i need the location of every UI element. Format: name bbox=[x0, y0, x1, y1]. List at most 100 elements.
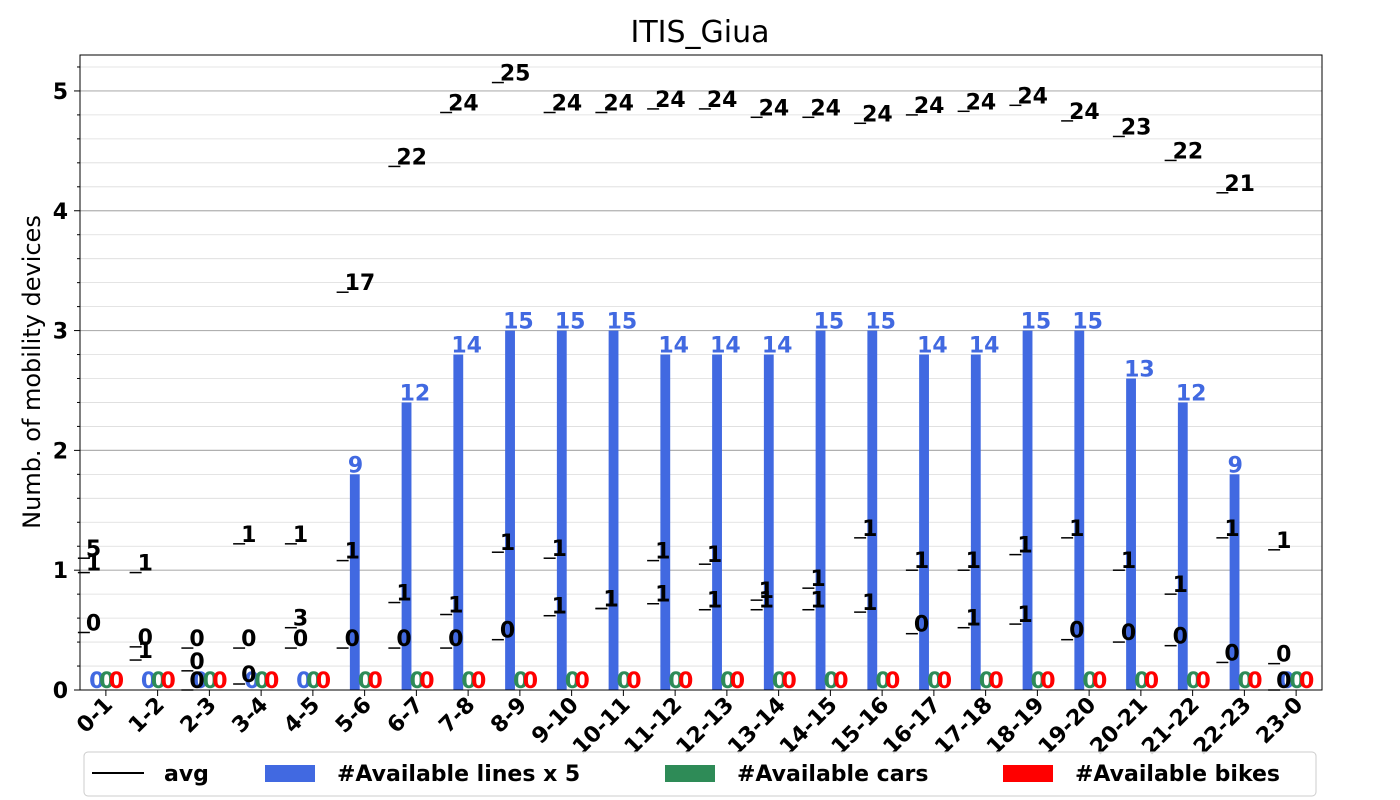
avg-value-label: 24 bbox=[552, 92, 583, 117]
bar bbox=[401, 402, 412, 690]
bar-value-label: 0 bbox=[161, 669, 176, 694]
bar-value-label: 14 bbox=[451, 334, 482, 359]
legend-swatch bbox=[665, 765, 715, 782]
avg-value-label: 1 bbox=[707, 543, 722, 568]
bar-value-label: 14 bbox=[658, 334, 689, 359]
bar bbox=[919, 354, 929, 690]
avg-value-label: 1 bbox=[1017, 534, 1032, 559]
bar-value-label: 0 bbox=[1279, 669, 1294, 694]
bar-value-label: 0 bbox=[833, 669, 848, 694]
y-tick-label: 0 bbox=[53, 679, 68, 704]
bar-value-label: 0 bbox=[823, 669, 838, 694]
avg-value-label: 1 bbox=[138, 639, 153, 664]
bar-value-label: 0 bbox=[1299, 669, 1314, 694]
legend: avg #Available lines x 5 #Available cars #A… bbox=[83, 751, 1317, 797]
bar-value-label: 15 bbox=[865, 310, 896, 335]
avg-value-label: 1 bbox=[1224, 517, 1239, 542]
x-tick-label: 12-13 bbox=[672, 693, 739, 760]
bar-value-label: 0 bbox=[626, 669, 641, 694]
bar-value-label: 0 bbox=[141, 669, 156, 694]
bar-value-label: 0 bbox=[575, 669, 590, 694]
y-tick-label: 2 bbox=[53, 439, 68, 464]
y-ticks: 0 1 2 3 4 5 bbox=[53, 66, 80, 704]
bar-value-label: 0 bbox=[1186, 669, 1201, 694]
avg-value-label: 22 bbox=[396, 145, 427, 170]
avg-value-label: 1 bbox=[655, 583, 670, 608]
avg-value-label: 24 bbox=[603, 92, 634, 117]
avg-value-label: 0 bbox=[1069, 619, 1084, 644]
avg-value-label: 24 bbox=[810, 96, 841, 121]
avg-value-label: 1 bbox=[603, 588, 618, 613]
bar-value-label: 0 bbox=[1134, 669, 1149, 694]
legend-label: #Available lines x 5 bbox=[337, 762, 580, 787]
avg-value-label: 0 bbox=[1276, 669, 1291, 694]
x-tick-label: 8-9 bbox=[486, 693, 532, 739]
bar-value-label: 15 bbox=[814, 310, 845, 335]
bar-value-label: 0 bbox=[306, 669, 321, 694]
bar-value-label: 13 bbox=[1124, 357, 1155, 382]
legend-swatch bbox=[1003, 765, 1053, 782]
avg-value-label: 1 bbox=[759, 589, 774, 614]
x-tick-label: 11-12 bbox=[620, 693, 687, 760]
bar-value-label: 14 bbox=[762, 334, 793, 359]
bar-value-label: 0 bbox=[264, 669, 279, 694]
legend-label: #Available bikes bbox=[1075, 762, 1280, 787]
avg-value-label: 1 bbox=[1276, 529, 1291, 554]
x-tick-label: 14-15 bbox=[775, 693, 842, 760]
avg-value-label: 1 bbox=[914, 549, 929, 574]
bar-value-label: 0 bbox=[1030, 669, 1045, 694]
bar-value-label: 14 bbox=[969, 334, 1000, 359]
bar-value-label: 15 bbox=[555, 310, 586, 335]
avg-value-label: 0 bbox=[914, 613, 929, 638]
avg-value-label: 1 bbox=[138, 552, 153, 577]
bar bbox=[453, 354, 464, 690]
avg-value-label: 24 bbox=[655, 88, 686, 113]
avg-value-label: 24 bbox=[448, 92, 479, 117]
legend-label: avg bbox=[164, 762, 209, 787]
bar-value-label: 0 bbox=[89, 669, 104, 694]
bar-value-label: 0 bbox=[730, 669, 745, 694]
avg-value-label: 0 bbox=[189, 669, 204, 694]
avg-value-label: 1 bbox=[293, 523, 308, 548]
bar-value-label: 0 bbox=[885, 669, 900, 694]
bar-value-label: 0 bbox=[989, 669, 1004, 694]
bar-value-label: 15 bbox=[1072, 310, 1103, 335]
avg-value-label: 1 bbox=[1121, 549, 1136, 574]
avg-value-label: 0 bbox=[189, 627, 204, 652]
avg-value-label: 1 bbox=[241, 523, 256, 548]
bar bbox=[712, 354, 722, 690]
avg-value-label: 1 bbox=[759, 579, 774, 604]
bar-value-label: 9 bbox=[1228, 453, 1243, 478]
bar-value-label: 0 bbox=[1092, 669, 1107, 694]
bar-value-label: 0 bbox=[358, 669, 373, 694]
avg-value-label: 0 bbox=[1224, 641, 1239, 666]
bar-value-label: 9 bbox=[348, 453, 363, 478]
avg-value-label: 0 bbox=[86, 611, 101, 636]
avg-value-label: 17 bbox=[345, 271, 376, 296]
x-tick-label: 16-17 bbox=[879, 693, 946, 760]
bar bbox=[556, 330, 567, 690]
bar-value-label: 0 bbox=[244, 669, 259, 694]
avg-value-label: 24 bbox=[759, 96, 790, 121]
bar-value-label: 0 bbox=[782, 669, 797, 694]
bar-value-label: 0 bbox=[1082, 669, 1097, 694]
avg-value-label: 24 bbox=[1069, 100, 1100, 125]
bar-value-label: 0 bbox=[1289, 669, 1304, 694]
y-axis-label: Numb. of mobility devices bbox=[18, 215, 46, 529]
bar-value-label: 0 bbox=[193, 669, 208, 694]
x-tick-label: 21-22 bbox=[1137, 693, 1204, 760]
bar-value-label: 0 bbox=[772, 669, 787, 694]
bar-value-label: 0 bbox=[212, 669, 227, 694]
bar-value-label: 0 bbox=[1040, 669, 1055, 694]
avg-value-label: 1 bbox=[1069, 517, 1084, 542]
avg-value-label: 1 bbox=[810, 589, 825, 614]
x-tick-label: 18-19 bbox=[982, 693, 1049, 760]
bar-value-label: 0 bbox=[419, 669, 434, 694]
bar-value-label: 15 bbox=[607, 310, 638, 335]
bar-value-label: 0 bbox=[927, 669, 942, 694]
x-tick-label: 6-7 bbox=[383, 693, 429, 739]
avg-value-label: 0 bbox=[345, 627, 360, 652]
x-tick-label: 4-5 bbox=[279, 693, 325, 739]
avg-value-label: 1 bbox=[862, 591, 877, 616]
